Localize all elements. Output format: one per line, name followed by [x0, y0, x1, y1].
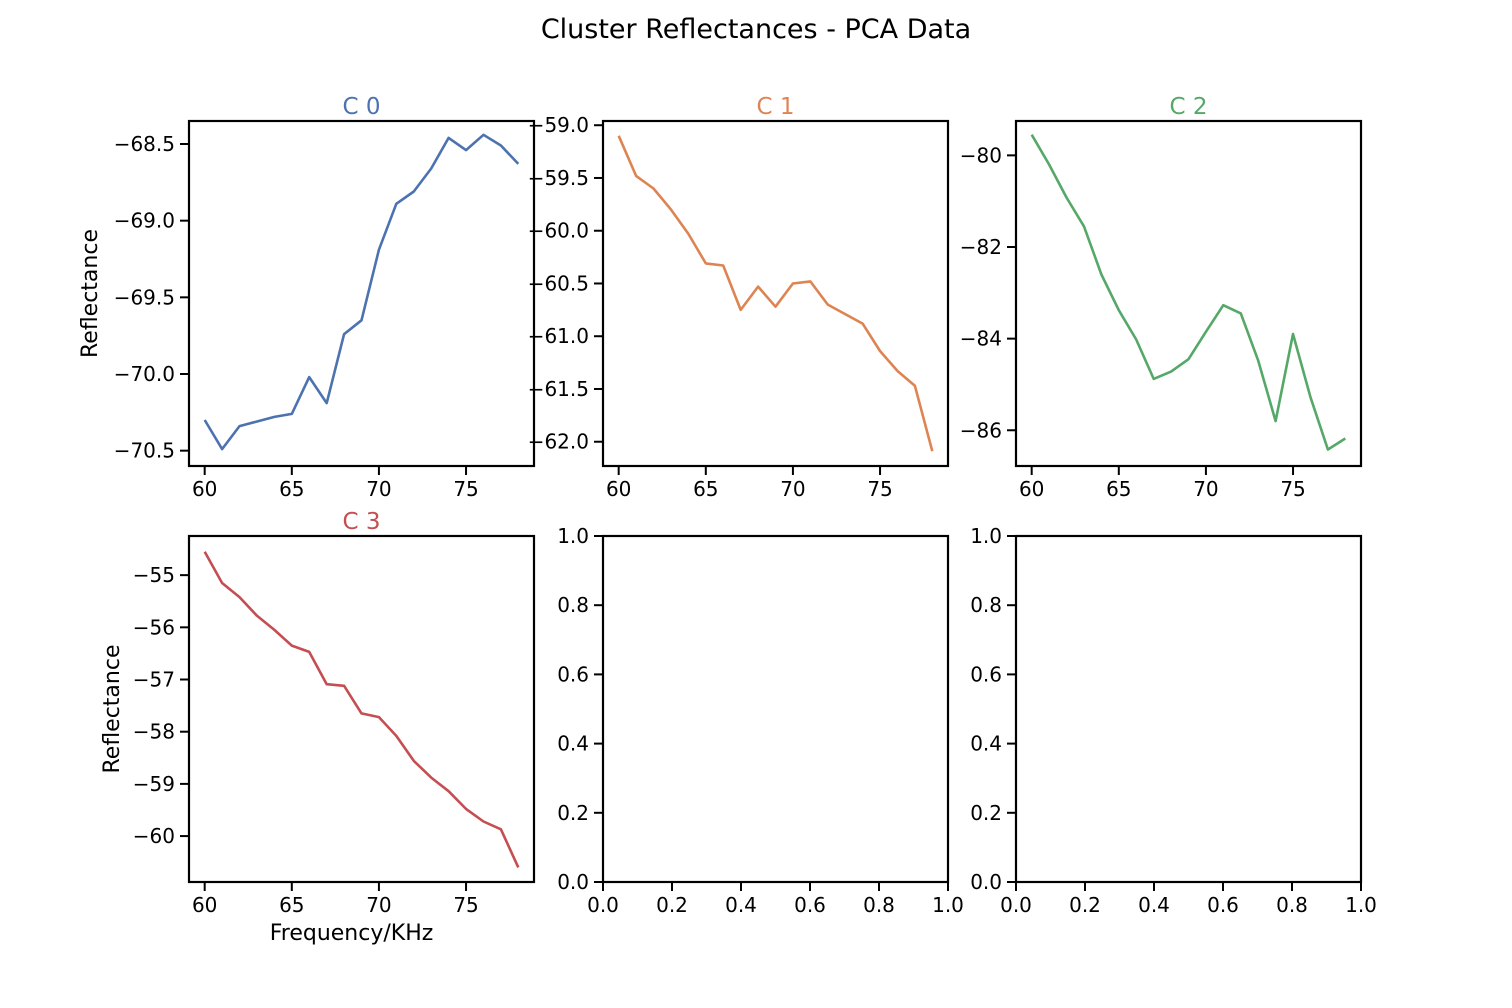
x-tick-label: 0.2: [1069, 893, 1101, 917]
y-tick-label: −60.0: [528, 219, 589, 243]
x-tick-label: 75: [867, 477, 892, 501]
y-tick-label: −61.0: [528, 324, 589, 348]
y-tick-label: −86: [960, 418, 1002, 442]
x-tick-label: 0.4: [1138, 893, 1170, 917]
x-tick-label: 75: [453, 893, 478, 917]
y-tick-label: −68.5: [114, 132, 175, 156]
y-tick-label: 1.0: [557, 524, 589, 548]
x-tick-label: 75: [453, 477, 478, 501]
x-tick-label: 65: [279, 893, 304, 917]
y-tick-label: 0.2: [970, 801, 1002, 825]
axes-frame: [1014, 534, 1363, 884]
y-tick-label: 0.2: [557, 801, 589, 825]
y-axis-label: Reflectance: [100, 644, 125, 773]
subplot-title: C 0: [342, 94, 380, 120]
axes-frame: [1014, 119, 1363, 468]
y-tick-label: −60.5: [528, 271, 589, 295]
x-tick-label: 0.2: [656, 893, 688, 917]
series-line-2: [1030, 134, 1346, 451]
y-tick-label: 0.8: [970, 593, 1002, 617]
x-tick-label: 65: [693, 477, 718, 501]
y-tick-label: −82: [960, 235, 1002, 259]
y-tick-label: −59.5: [528, 166, 589, 190]
x-tick-label: 0.8: [863, 893, 895, 917]
y-tick-label: 0.8: [557, 593, 589, 617]
subplot-5: 0.0 0.2 0.4 0.6 0.8 1.0 0.0 0.2 0.4 0.6 0.8 1.0: [970, 524, 1377, 917]
x-tick-label: 0.4: [725, 893, 757, 917]
x-tick-label: 0.6: [794, 893, 826, 917]
axes-frame: [187, 534, 536, 884]
y-tick-label: −62.0: [528, 430, 589, 454]
x-tick-label: 0.6: [1207, 893, 1239, 917]
figure-title: Cluster Reflectances - PCA Data: [540, 14, 972, 45]
series-line-3: [203, 551, 520, 868]
x-tick-label: 70: [366, 893, 391, 917]
series-line-1: [617, 135, 934, 452]
x-tick-label: 60: [192, 477, 217, 501]
y-tick-label: −70.0: [114, 362, 175, 386]
y-tick-label: 1.0: [970, 524, 1002, 548]
y-tick-label: −59: [133, 772, 175, 796]
y-tick-label: 0.6: [970, 662, 1002, 686]
x-tick-label: 60: [606, 477, 631, 501]
subplot-0: 60 65 70 75 −70.5 −70.0 −69.5 −69.0 −68.5 C 0 Refl…: [78, 94, 536, 501]
y-tick-label: 0.6: [557, 662, 589, 686]
y-tick-label: −59.0: [528, 113, 589, 137]
x-tick-label: 60: [1019, 477, 1044, 501]
y-tick-label: 0.0: [557, 870, 589, 894]
x-axis-label: Frequency/KHz: [270, 921, 434, 946]
x-tick-label: 65: [279, 477, 304, 501]
series-line-0: [203, 133, 520, 451]
x-tick-label: 0.8: [1276, 893, 1308, 917]
y-tick-label: 0.4: [970, 732, 1002, 756]
subplot-2: 60 65 70 75 −86 −84 −82 −80 C 2: [960, 94, 1363, 501]
y-tick-label: −69.5: [114, 285, 175, 309]
x-tick-label: 65: [1106, 477, 1131, 501]
y-tick-label: −58: [133, 720, 175, 744]
x-tick-label: 75: [1280, 477, 1305, 501]
y-tick-label: −84: [960, 327, 1002, 351]
y-tick-label: 0.0: [970, 870, 1002, 894]
y-tick-label: −60: [133, 824, 175, 848]
x-tick-label: 0.0: [587, 893, 619, 917]
y-tick-label: −56: [133, 615, 175, 639]
y-axis-label: Reflectance: [78, 229, 103, 358]
subplot-4: 0.0 0.2 0.4 0.6 0.8 1.0 0.0 0.2 0.4 0.6 0.8 1.0: [557, 524, 964, 917]
x-tick-label: 70: [780, 477, 805, 501]
x-tick-label: 70: [366, 477, 391, 501]
axes-frame: [187, 119, 536, 468]
axes-frame: [601, 534, 950, 884]
y-tick-label: −61.5: [528, 377, 589, 401]
subplot-title: C 2: [1169, 94, 1207, 120]
y-tick-label: −80: [960, 143, 1002, 167]
subplot-title: C 3: [342, 509, 380, 535]
x-tick-label: 1.0: [932, 893, 964, 917]
y-tick-label: −55: [133, 563, 175, 587]
x-tick-label: 70: [1193, 477, 1218, 501]
y-tick-label: −70.5: [114, 439, 175, 463]
axes-frame: [601, 119, 950, 468]
subplot-1: 60 65 70 75 −62.0 −61.5 −61.0 −60.5 −60.0 −59.5 −5…: [528, 94, 950, 501]
x-tick-label: 0.0: [1000, 893, 1032, 917]
subplot-title: C 1: [756, 94, 794, 120]
x-tick-label: 60: [192, 893, 217, 917]
y-tick-label: −69.0: [114, 209, 175, 233]
y-tick-label: −57: [133, 668, 175, 692]
subplot-3: 60 65 70 75 −60 −59 −58 −57 −56 −55 C 3 Reflectance…: [100, 509, 536, 946]
y-tick-label: 0.4: [557, 732, 589, 756]
x-tick-label: 1.0: [1345, 893, 1377, 917]
